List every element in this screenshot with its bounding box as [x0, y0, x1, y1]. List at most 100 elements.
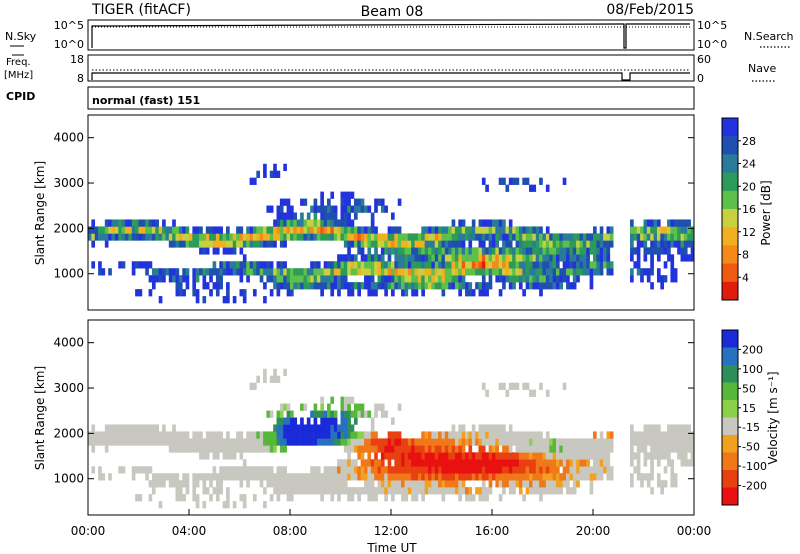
velocity-cell	[175, 487, 180, 495]
velocity-cell	[589, 452, 594, 460]
power-cell	[461, 233, 466, 241]
velocity-cell	[518, 480, 523, 488]
velocity-cell	[316, 480, 321, 488]
power-cell	[559, 282, 563, 290]
power-cell	[128, 233, 133, 241]
power-cell	[401, 254, 405, 262]
velocity-cell	[569, 445, 574, 453]
power-cell	[327, 233, 331, 241]
power-cell	[522, 233, 526, 241]
velocity-cell	[391, 473, 395, 481]
power-cell	[209, 233, 213, 241]
power-cell	[539, 177, 543, 185]
power-cell	[498, 247, 503, 255]
velocity-cell	[256, 375, 260, 383]
power-cell	[88, 226, 92, 234]
velocity-cell	[313, 431, 318, 439]
power-cell	[340, 226, 345, 234]
power-cell	[323, 226, 328, 234]
velocity-cell	[364, 466, 368, 474]
power-cell	[545, 261, 550, 269]
power-cell	[535, 282, 540, 290]
velocity-cell	[411, 459, 415, 467]
velocity-cell	[606, 438, 611, 446]
velocity-cell	[340, 396, 345, 404]
velocity-cell	[670, 473, 675, 481]
velocity-cell	[431, 487, 436, 495]
velocity-cell	[529, 466, 533, 474]
velocity-cell	[145, 466, 149, 474]
power-cell	[643, 247, 648, 255]
velocity-cell	[667, 438, 671, 446]
power-cell	[539, 240, 543, 248]
velocity-cell	[101, 431, 106, 439]
power-cell	[417, 240, 422, 248]
velocity-cell	[677, 431, 681, 439]
velocity-cell	[498, 382, 503, 390]
power-cell	[367, 233, 372, 241]
power-cell	[562, 254, 567, 262]
power-cell	[552, 275, 557, 283]
velocity-cell	[535, 480, 540, 488]
power-cell	[441, 289, 446, 297]
power-cell	[293, 268, 298, 276]
velocity-cell	[630, 459, 634, 467]
power-cell	[609, 226, 614, 234]
power-cell	[428, 268, 432, 276]
power-cell	[663, 261, 668, 269]
power-cell	[296, 282, 301, 290]
power-cell	[360, 240, 365, 248]
power-cell	[606, 254, 611, 262]
velocity-cell	[670, 431, 675, 439]
velocity-cell	[535, 473, 540, 481]
power-cell	[475, 254, 479, 262]
power-cell	[219, 226, 223, 234]
power-cell	[347, 247, 351, 255]
velocity-cell	[687, 459, 691, 467]
velocity-cell	[226, 487, 230, 495]
velocity-cell	[350, 445, 355, 453]
power-cell	[525, 261, 530, 269]
velocity-cell	[125, 438, 129, 446]
power-cell	[300, 198, 304, 206]
y-tick-label: 1000	[53, 267, 84, 281]
power-cell	[609, 261, 614, 269]
velocity-cell	[633, 438, 638, 446]
power-cell	[593, 226, 597, 234]
velocity-cell	[121, 466, 126, 474]
power-cell	[549, 247, 553, 255]
power-cell	[131, 233, 136, 241]
power-cell	[653, 226, 658, 234]
power-cell	[343, 240, 348, 248]
velocity-cell	[609, 438, 614, 446]
power-cell	[407, 233, 412, 241]
power-cell	[370, 233, 375, 241]
velocity-cell	[421, 431, 425, 439]
velocity-cell	[555, 459, 560, 467]
velocity-cell	[283, 445, 287, 453]
velocity-cell	[458, 487, 462, 495]
velocity-cell	[374, 403, 378, 411]
velocity-cell	[498, 431, 503, 439]
power-cell	[131, 261, 136, 269]
power-cell	[279, 219, 284, 227]
velocity-cell	[549, 459, 553, 467]
power-cell	[454, 226, 459, 234]
velocity-cell	[508, 459, 513, 467]
power-cell	[306, 212, 311, 220]
velocity-cell	[313, 466, 318, 474]
velocity-cell	[448, 452, 452, 460]
velocity-cell	[498, 424, 503, 432]
velocity-cell	[576, 466, 580, 474]
velocity-cell	[185, 431, 190, 439]
velocity-cell	[522, 480, 526, 488]
velocity-cell	[475, 473, 479, 481]
velocity-cell	[343, 424, 348, 432]
power-cell	[316, 205, 321, 213]
power-cell	[303, 268, 308, 276]
velocity-cell	[273, 438, 277, 446]
power-cell	[545, 268, 550, 276]
velocity-cell	[465, 431, 469, 439]
velocity-cell	[131, 431, 136, 439]
power-cell	[478, 226, 483, 234]
